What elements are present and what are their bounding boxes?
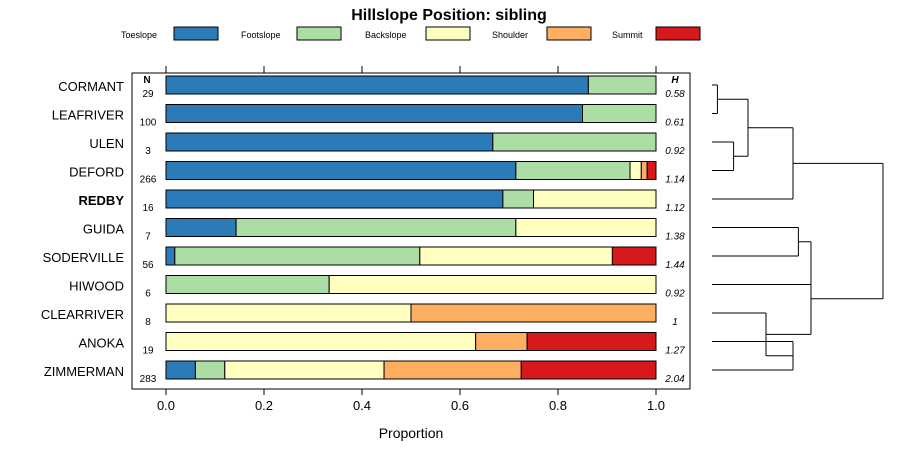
bar-segment: [165, 161, 517, 180]
bar-segment: [165, 246, 176, 266]
bar-segment: [515, 161, 631, 180]
n-header: N: [143, 75, 150, 86]
bar-segment: [475, 332, 528, 351]
x-tick-label: 0.2: [255, 398, 273, 413]
row-h-value: 1.12: [665, 203, 685, 214]
legend-swatch: [296, 26, 342, 41]
row-n-value: 56: [142, 260, 154, 271]
bar-segment: [587, 75, 657, 95]
row-h-value: 0.61: [665, 118, 684, 129]
row-n-value: 3: [145, 146, 151, 157]
bar-segment: [165, 303, 412, 323]
bar-segment: [165, 332, 477, 351]
row-n-value: 7: [145, 232, 151, 243]
row-label: SODERVILLE: [43, 250, 125, 265]
bar-segment: [492, 132, 657, 152]
row-label: LEAFRIVER: [52, 108, 124, 123]
row-h-value: 1.38: [665, 232, 685, 243]
bar-segment: [165, 360, 196, 380]
bar-segment: [328, 275, 657, 294]
row-h-value: 1.27: [665, 346, 685, 357]
dendrogram: [712, 84, 884, 371]
legend-label: Toeslope: [121, 30, 157, 40]
row-n-value: 8: [145, 317, 151, 328]
legend-swatch: [546, 26, 592, 41]
bar-segment: [582, 104, 657, 123]
row-label: ANOKA: [78, 336, 124, 351]
row-label: GUIDA: [83, 222, 125, 237]
x-tick-label: 0.4: [353, 398, 371, 413]
row-h-value: 0.92: [665, 289, 685, 300]
bar-segment: [629, 161, 642, 180]
row-label: ZIMMERMAN: [44, 364, 124, 379]
bar-segment: [165, 75, 589, 95]
row-h-value: 2.04: [664, 374, 685, 385]
bar-segment: [502, 189, 534, 209]
bar-segment: [235, 218, 517, 237]
row-h-value: 1.14: [665, 175, 685, 186]
bar-segment: [515, 218, 657, 237]
row-n-value: 266: [140, 175, 157, 186]
chart-title: Hillslope Position: sibling: [351, 7, 547, 24]
bar-segment: [194, 360, 226, 380]
row-h-value: 0.92: [665, 146, 685, 157]
bar-segment: [526, 332, 657, 351]
bar-segment: [520, 360, 657, 380]
row-label: CORMANT: [58, 79, 124, 94]
legend-label: Backslope: [365, 30, 407, 40]
row-label: REDBY: [78, 193, 124, 208]
x-tick-label: 0.0: [157, 398, 175, 413]
bar-segment: [165, 275, 330, 294]
x-axis-label: Proportion: [379, 425, 444, 441]
bar-segment: [174, 246, 421, 266]
legend-label: Footslope: [241, 30, 281, 40]
bar-rows: CORMANT 29 0.58 LEAFRIVER 100 0.61 ULEN 3 0.92 DE…: [41, 75, 685, 385]
row-n-value: 283: [140, 374, 157, 385]
bar-segment: [419, 246, 613, 266]
x-axis: 0.0 0.2 0.4 0.6 0.8 1.0: [157, 66, 665, 413]
legend: Toeslope Footslope Backslope Shoulder Summit: [121, 26, 701, 41]
bar-segment: [224, 360, 385, 380]
x-tick-label: 1.0: [647, 398, 665, 413]
bar-segment: [165, 132, 494, 152]
row-n-value: 16: [142, 203, 154, 214]
h-header: H: [671, 75, 679, 86]
bar-segment: [410, 303, 657, 323]
bar-segment: [646, 161, 657, 180]
bar-segment: [165, 218, 237, 237]
row-n-value: 19: [142, 346, 154, 357]
row-n-value: 29: [142, 89, 154, 100]
legend-swatch: [173, 26, 219, 41]
row-h-value: 1.44: [665, 260, 685, 271]
row-h-value: 0.58: [665, 89, 685, 100]
bar-segment: [640, 161, 648, 180]
bar-segment: [165, 104, 583, 123]
row-n-value: 100: [140, 118, 157, 129]
x-tick-label: 0.6: [451, 398, 469, 413]
legend-label: Summit: [612, 30, 643, 40]
row-label: CLEARRIVER: [41, 307, 124, 322]
legend-swatch: [425, 26, 471, 41]
bar-segment: [383, 360, 522, 380]
plot-frame: [131, 72, 691, 390]
row-n-value: 6: [145, 289, 151, 300]
row-label: ULEN: [89, 136, 124, 151]
row-h-value: 1: [672, 317, 678, 328]
x-tick-label: 0.8: [549, 398, 567, 413]
bar-segment: [533, 189, 657, 209]
row-label: DEFORD: [69, 165, 124, 180]
bar-segment: [611, 246, 657, 266]
legend-swatch: [655, 26, 701, 41]
bar-segment: [165, 189, 504, 209]
legend-label: Shoulder: [492, 30, 528, 40]
row-label: HIWOOD: [69, 279, 124, 294]
